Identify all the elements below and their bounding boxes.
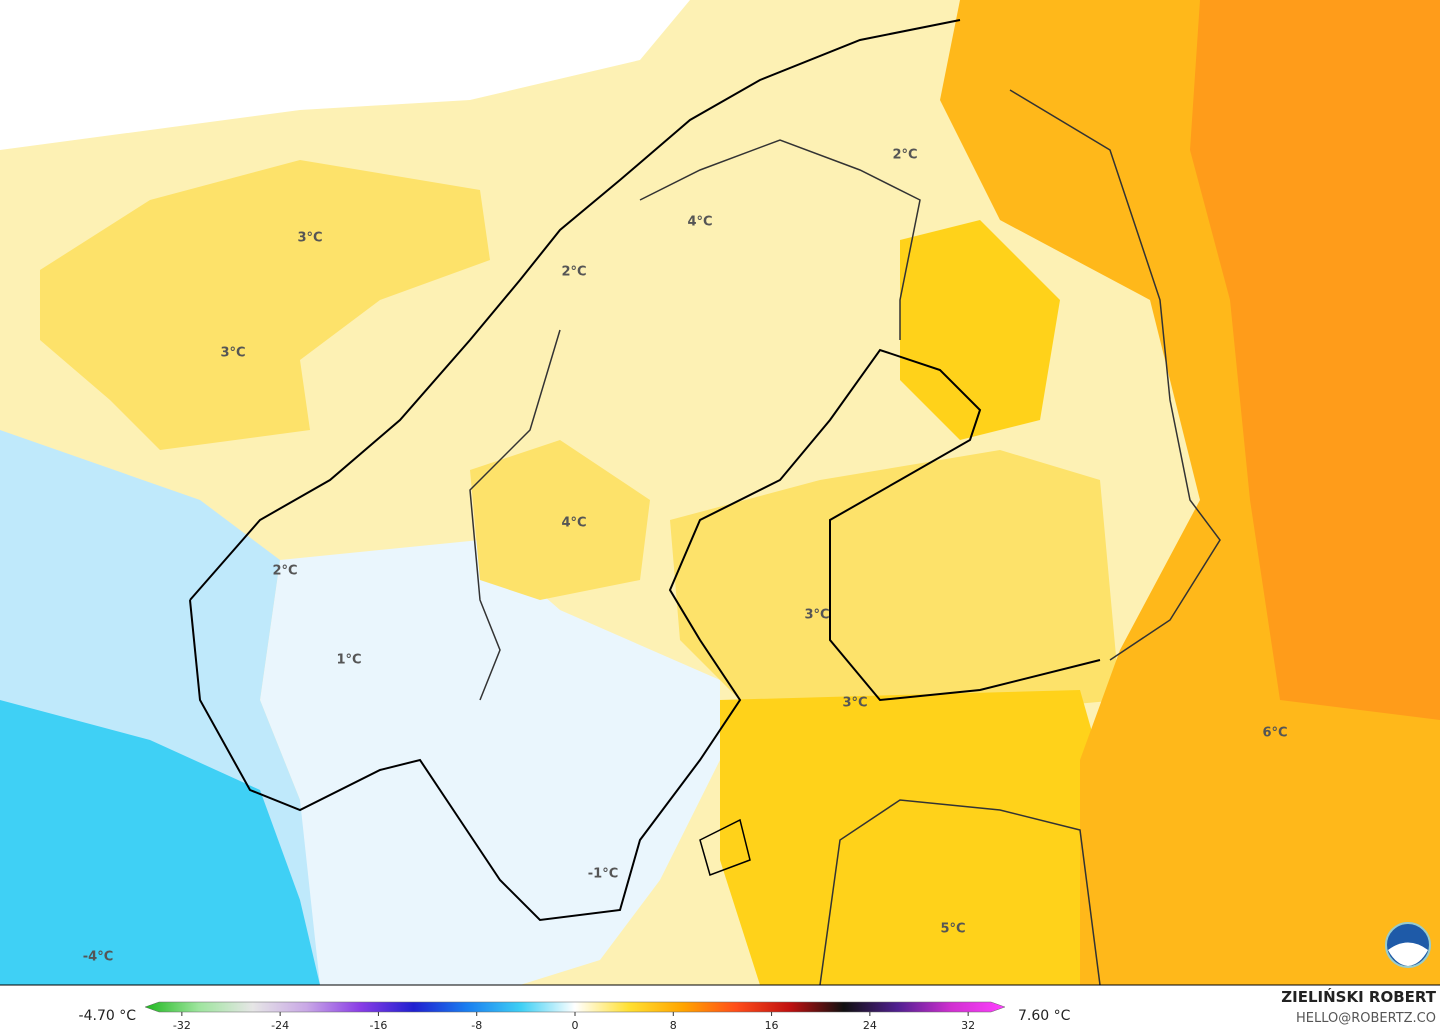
contour-label: -1°C	[588, 867, 618, 882]
zone-yellow	[470, 440, 650, 600]
zone-deep-orange	[1190, 0, 1440, 720]
colorbar-tick-label: -32	[173, 1019, 191, 1032]
zone-yellow	[900, 220, 1060, 440]
contour-label: 1°C	[336, 653, 361, 668]
contour-label: 2°C	[892, 148, 917, 163]
coastline	[819, 799, 1101, 986]
colorbar-tick-label: -16	[369, 1019, 387, 1032]
border	[639, 139, 921, 340]
logo-wave	[1388, 942, 1428, 966]
legend-max: 7.60 °C	[1018, 1008, 1071, 1024]
zone-white	[0, 0, 690, 150]
contour-label: -4°C	[83, 950, 113, 965]
island	[699, 818, 751, 876]
colorbar-tick-label: 8	[670, 1019, 677, 1032]
contour-label: 3°C	[842, 696, 867, 711]
contact: HELLO@ROBERTZ.CO	[1296, 1011, 1436, 1026]
contour-label: 3°C	[220, 346, 245, 361]
coastline	[189, 19, 961, 601]
legend-min: -4.70 °C	[79, 1008, 137, 1024]
colorbar-tick-label: 16	[765, 1019, 779, 1032]
contour-label: 3°C	[297, 231, 322, 246]
contour-label: 2°C	[561, 265, 586, 280]
border	[1009, 89, 1221, 661]
contour-label: 6°C	[1262, 726, 1287, 741]
border	[469, 329, 561, 701]
colorbar-tick-label: -24	[271, 1019, 289, 1032]
author: ZIELIŃSKI ROBERT	[1281, 987, 1436, 1006]
colorbar-tick-label: -8	[471, 1019, 482, 1032]
contour-label: 2°C	[272, 564, 297, 579]
zone-blue	[0, 700, 320, 985]
colorbar-tick-label: 24	[863, 1019, 877, 1032]
map-field	[0, 0, 1440, 986]
zone-yellow	[40, 160, 490, 450]
colorbar-tick-label: 0	[572, 1019, 579, 1032]
contour-label: 3°C	[804, 608, 829, 623]
noaa-logo	[1385, 922, 1431, 968]
coastline	[189, 348, 1101, 922]
zone-yellow	[720, 690, 1100, 985]
contour-label: 4°C	[561, 516, 586, 531]
colorbar-bar	[144, 1001, 1006, 1013]
contour-label: 5°C	[940, 922, 965, 937]
zone-yellow	[670, 450, 1120, 720]
zone-pale-blue	[260, 540, 720, 985]
contour-label: 4°C	[687, 215, 712, 230]
colorbar: -32 -24 -16 -8 0 8 16 24 32	[144, 1001, 1006, 1032]
contour-labels: 3°C 3°C 2°C 4°C 2°C 4°C 2°C 1°C 3°C 3°C …	[83, 148, 1288, 965]
colorbar-tick-label: 32	[961, 1019, 975, 1032]
